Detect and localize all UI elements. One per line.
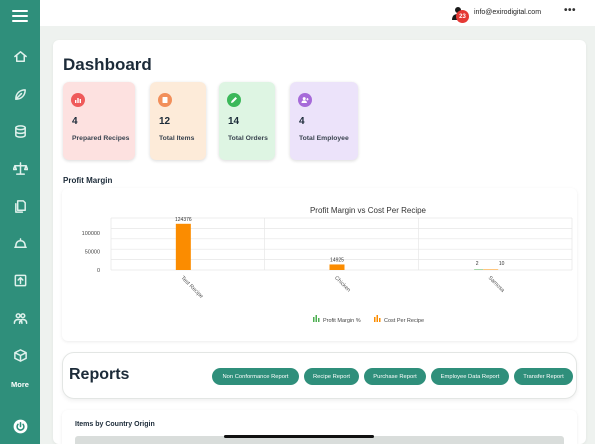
profit-margin-chart-card: Profit Margin vs Cost Per Recipe 0 50000 10…	[62, 188, 577, 341]
home-indicator	[224, 435, 374, 438]
legend-swatch	[318, 318, 320, 322]
database-icon[interactable]	[8, 119, 32, 143]
transfer-report-button[interactable]: Transfer Report	[514, 368, 573, 385]
ellipsis-icon[interactable]: •••	[564, 5, 577, 16]
country-origin-chart-header	[75, 436, 564, 444]
stat-card-prepared-recipes[interactable]: 4 Prepared Recipes	[63, 82, 135, 160]
stat-label: Total Items	[159, 135, 195, 142]
x-tick-label: Chicken	[333, 275, 351, 293]
menu-icon[interactable]	[12, 10, 28, 22]
power-icon[interactable]	[8, 414, 32, 438]
data-label: 14925	[330, 257, 344, 263]
data-label: 10	[499, 261, 505, 267]
y-tick-label: 50000	[85, 249, 100, 255]
documents-icon[interactable]	[8, 194, 32, 218]
bar-cost-per-recipe	[483, 269, 499, 270]
box-icon[interactable]	[8, 343, 32, 367]
stat-value: 4	[299, 116, 305, 127]
profit-margin-heading: Profit Margin	[63, 176, 113, 185]
non-conformance-report-button[interactable]: Non Conformance Report	[212, 368, 299, 385]
bar-profit-margin	[474, 269, 484, 270]
leaf-icon[interactable]	[8, 82, 32, 106]
stat-label: Prepared Recipes	[72, 135, 130, 142]
legend-swatch	[313, 317, 315, 322]
cloche-icon[interactable]	[8, 231, 32, 255]
legend-swatch	[376, 315, 378, 322]
employee-data-report-button[interactable]: Employee Data Report	[431, 368, 509, 385]
country-origin-card: Items by Country Origin	[62, 410, 577, 444]
reports-title: Reports	[69, 366, 130, 383]
home-icon[interactable]	[8, 44, 32, 68]
profit-margin-chart: Profit Margin vs Cost Per Recipe 0 50000 10…	[82, 206, 573, 324]
stat-card-total-orders[interactable]: 14 Total Orders	[219, 82, 275, 160]
chart-title: Profit Margin vs Cost Per Recipe	[310, 206, 427, 215]
x-tick-label: Samosa	[487, 275, 506, 294]
top-bar: 23 info@exirodigital.com •••	[40, 0, 595, 26]
data-label: 2	[476, 261, 479, 267]
stat-label: Total Orders	[228, 135, 268, 142]
user-add-icon	[298, 93, 312, 107]
legend-label: Cost Per Recipe	[384, 318, 424, 324]
upload-icon[interactable]	[8, 268, 32, 292]
x-tick-label: Test Recipe	[179, 275, 204, 300]
page-title: Dashboard	[63, 55, 152, 74]
stat-card-total-items[interactable]: 12 Total Items	[150, 82, 206, 160]
legend-label: Profit Margin %	[323, 318, 361, 324]
stat-card-total-employee[interactable]: 4 Total Employee	[290, 82, 358, 160]
users-icon[interactable]	[8, 306, 32, 330]
stat-value: 4	[72, 116, 78, 127]
scale-icon[interactable]	[8, 156, 32, 180]
y-tick-label: 0	[97, 268, 100, 274]
pen-icon	[227, 93, 241, 107]
country-origin-title: Items by Country Origin	[75, 421, 155, 428]
sidebar: More	[0, 0, 40, 444]
data-label: 124376	[175, 217, 192, 223]
purchase-report-button[interactable]: Purchase Report	[364, 368, 426, 385]
stat-label: Total Employee	[299, 135, 349, 142]
legend-swatch	[379, 318, 381, 322]
bar-cost-per-recipe	[329, 264, 345, 270]
notification-badge[interactable]: 23	[456, 10, 469, 23]
chart-icon	[71, 93, 85, 107]
stat-value: 12	[159, 116, 171, 127]
user-email[interactable]: info@exirodigital.com	[474, 9, 542, 16]
more-menu[interactable]: More	[11, 380, 29, 389]
items-icon	[158, 93, 172, 107]
legend-swatch	[315, 315, 317, 322]
legend-swatch	[374, 317, 376, 322]
stat-value: 14	[228, 116, 240, 127]
bar-cost-per-recipe	[175, 223, 191, 270]
reports-card: Reports Non Conformance Report Recipe Re…	[62, 352, 577, 399]
y-tick-label: 100000	[82, 231, 100, 237]
recipe-report-button[interactable]: Recipe Report	[304, 368, 359, 385]
